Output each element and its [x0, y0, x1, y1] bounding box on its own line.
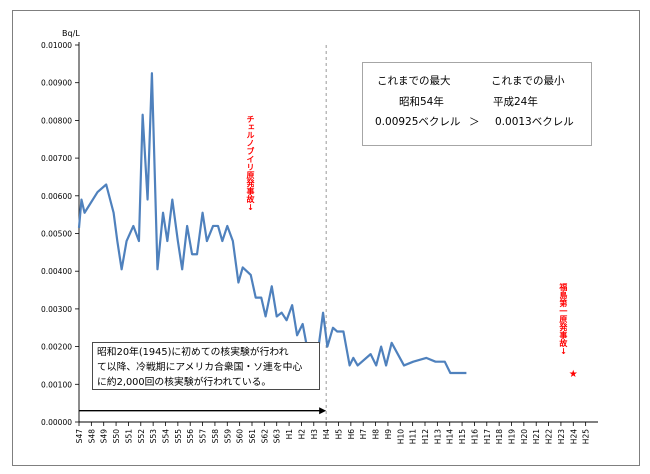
y-tick-label: 0.00600	[41, 192, 72, 201]
x-tick-label: H7	[359, 429, 368, 440]
y-tick-label: 0.00000	[41, 418, 72, 427]
x-tick-label: H19	[508, 429, 517, 444]
series-line	[77, 72, 467, 375]
x-tick-label: S62	[260, 429, 269, 444]
x-tick-label: H16	[470, 429, 479, 444]
x-tick-label: S63	[273, 429, 282, 444]
max-value: 0.00925ベクレル	[375, 116, 461, 128]
x-tick-label: H13	[433, 429, 442, 444]
max-title: これまでの最大	[377, 75, 451, 87]
x-tick-label: S49	[100, 429, 109, 444]
arrow-head	[319, 407, 327, 415]
x-tick-label: S59	[223, 429, 232, 444]
y-axis-unit-label: Bq/L	[62, 29, 80, 38]
x-tick-label: H5	[335, 429, 344, 440]
x-tick-label: S60	[236, 429, 245, 444]
x-tick-label: H23	[557, 429, 566, 444]
x-tick-label: H21	[532, 429, 541, 444]
x-tick-label: H18	[495, 429, 504, 444]
y-tick-label: 0.00200	[41, 343, 72, 352]
x-tick-label: S58	[211, 429, 220, 444]
y-tick-label: 0.00300	[41, 305, 72, 314]
x-tick-label: S61	[248, 429, 257, 444]
y-tick-label: 0.00500	[41, 230, 72, 239]
x-tick-label: H2	[297, 429, 306, 440]
x-tick-label: H17	[483, 429, 492, 444]
x-tick-label: H24	[569, 429, 578, 444]
x-tick-label: S52	[137, 429, 146, 444]
x-tick-label: H10	[396, 429, 405, 444]
x-tick-label: S57	[199, 429, 208, 444]
min-title: これまでの最小	[491, 75, 565, 87]
comparator: ＞	[469, 116, 480, 128]
min-value: 0.0013ベクレル	[495, 116, 574, 128]
x-tick-label: H15	[458, 429, 467, 444]
x-tick-label: H1	[285, 429, 294, 440]
x-tick-label: S48	[87, 429, 96, 444]
x-tick-label: H25	[582, 429, 591, 444]
x-tick-label: S56	[186, 429, 195, 444]
y-tick-label: 0.00100	[41, 380, 72, 389]
x-tick-label: H6	[347, 429, 356, 440]
x-tick-label: H12	[421, 429, 430, 444]
y-tick-label: 0.00900	[41, 79, 72, 88]
y-tick-label: 0.00700	[41, 154, 72, 163]
x-tick-label: H22	[545, 429, 554, 444]
fukushima-marker-star: ★	[569, 369, 578, 380]
x-tick-label: S53	[149, 429, 158, 444]
x-tick-label: H3	[310, 429, 319, 440]
x-tick-label: S54	[162, 429, 171, 444]
x-tick-label: H9	[384, 429, 393, 440]
x-tick-label: H20	[520, 429, 529, 444]
x-tick-label: S55	[174, 429, 183, 444]
x-tick-label: H14	[446, 429, 455, 444]
chernobyl-annotation: チェルノブイリ原発事故↓	[246, 115, 255, 212]
fukushima-annotation: 福島第一原発事故↓	[558, 283, 568, 356]
min-era: 平成24年	[493, 96, 538, 108]
x-tick-label: S47	[75, 429, 84, 444]
y-tick-label: 0.01000	[41, 41, 72, 50]
x-tick-label: H4	[322, 429, 331, 440]
max-era: 昭和54年	[399, 96, 444, 108]
note-line-3: に約2,000回の核実験が行われている。	[97, 377, 272, 388]
note-line-2: て以降、冷戦期にアメリカ合衆国・ソ連を中心	[97, 362, 303, 373]
nuclear-test-note-box: 昭和20年(1945)に初めての核実験が行われ て以降、冷戦期にアメリカ合衆国・…	[92, 342, 320, 390]
x-tick-label: S50	[112, 429, 121, 444]
x-tick-label: S51	[124, 429, 133, 444]
y-tick-label: 0.00800	[41, 116, 72, 125]
note-line-1: 昭和20年(1945)に初めての核実験が行われ	[97, 347, 289, 358]
x-tick-label: H11	[409, 429, 418, 444]
y-tick-label: 0.00400	[41, 267, 72, 276]
max-min-summary-box: これまでの最大 これまでの最小 昭和54年 平成24年 0.00925ベクレル …	[362, 62, 592, 146]
x-tick-label: H8	[372, 429, 381, 440]
